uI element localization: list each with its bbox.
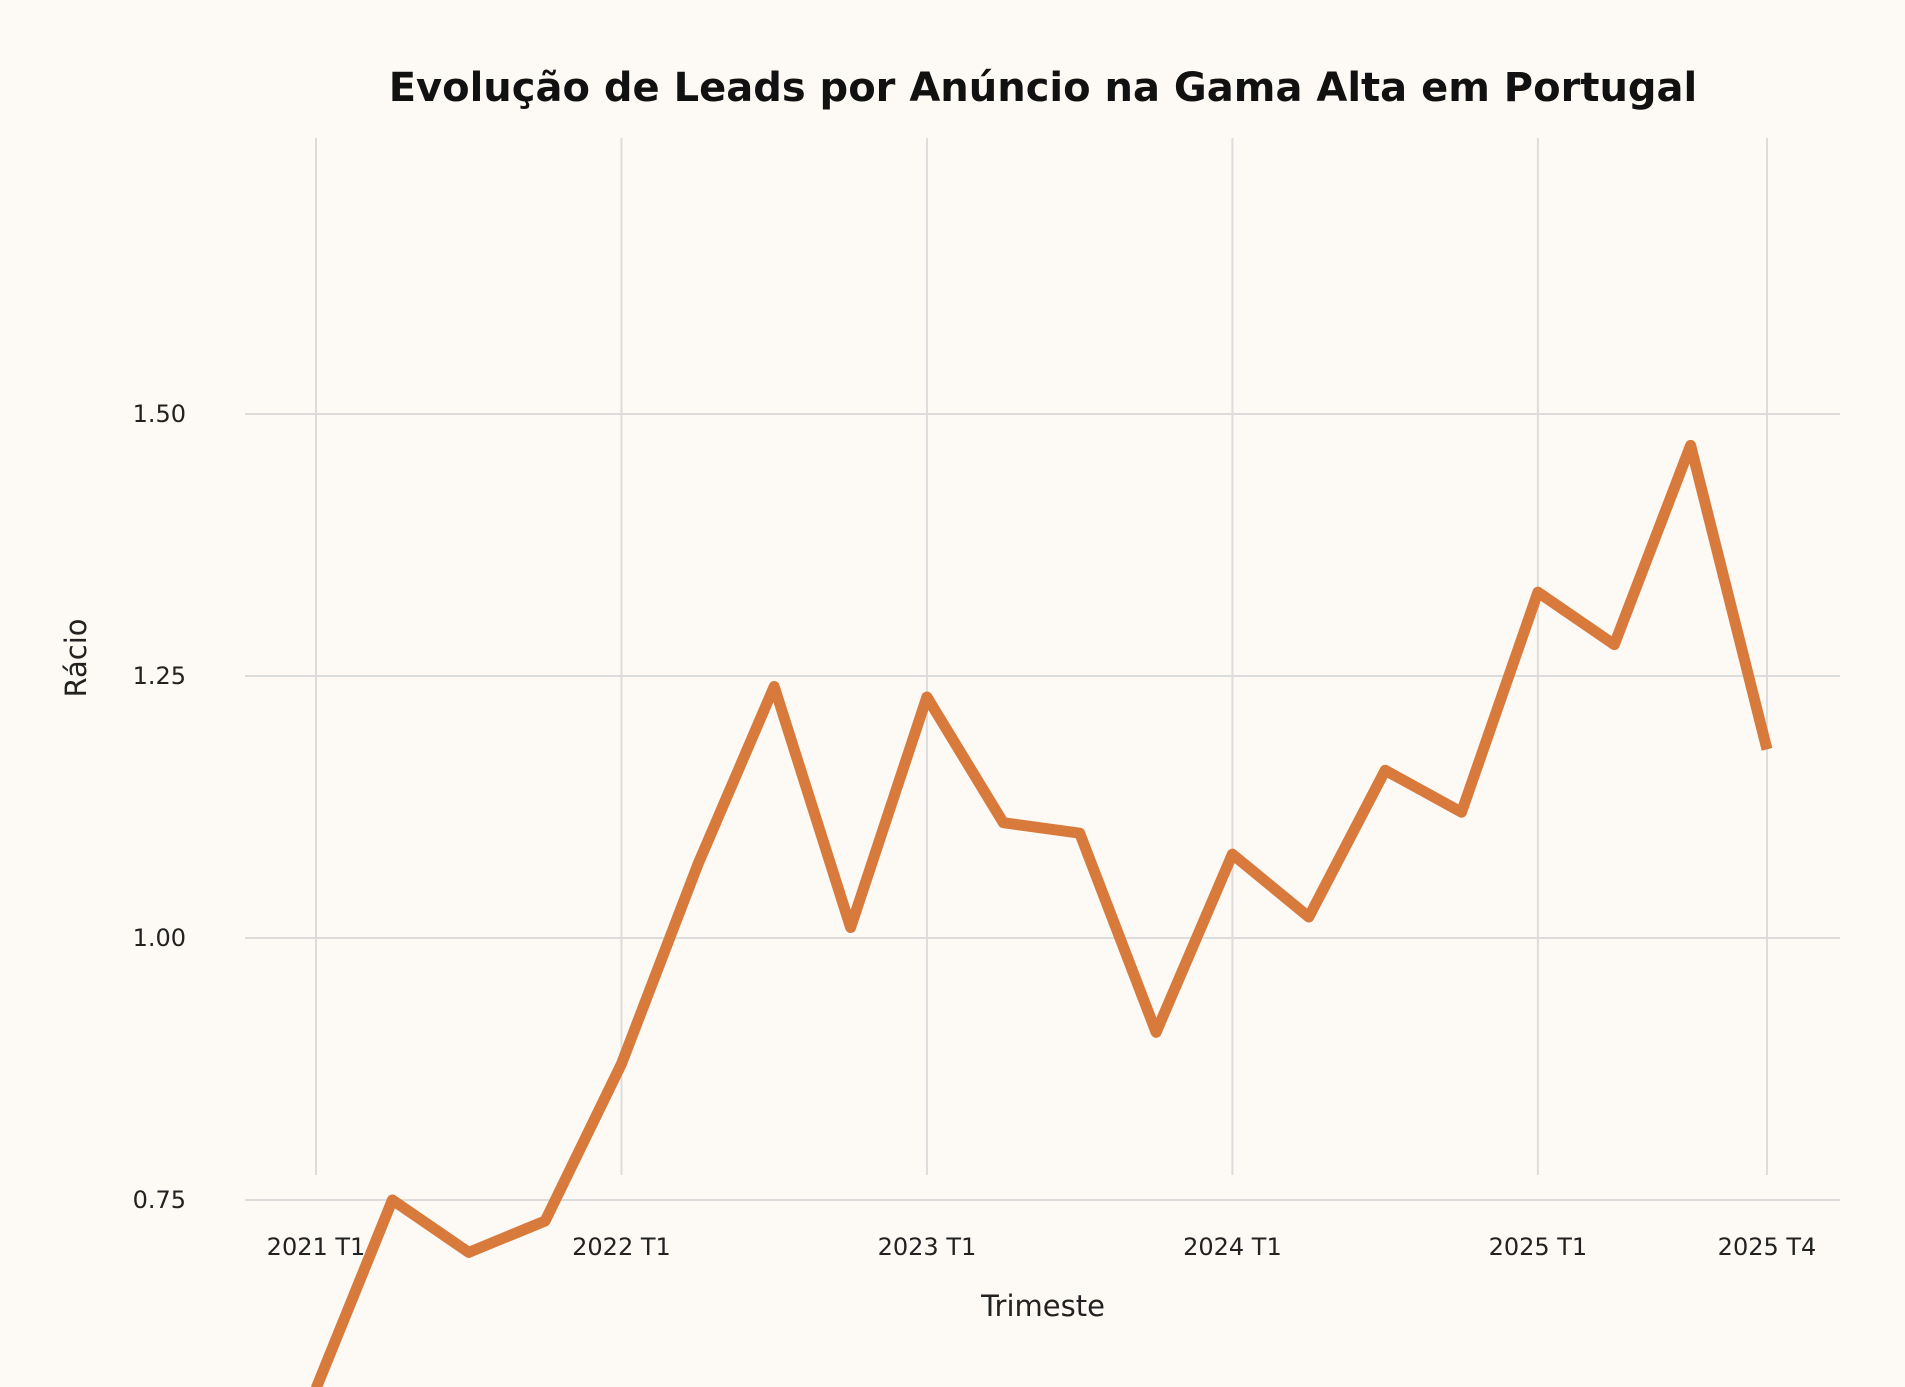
- x-tick-label: 2022 T1: [572, 1233, 671, 1261]
- series-line: [310, 439, 1773, 1387]
- x-axis-label: Trimeste: [980, 1289, 1105, 1323]
- x-tick-label: 2025 T4: [1718, 1233, 1817, 1261]
- y-tick-label: 1.50: [133, 400, 186, 428]
- tick-labels: 0.75 1.00 1.25 1.50 2021 T1 2022 T1 2023 T1 202…: [133, 400, 1817, 1261]
- y-tick-label: 1.00: [133, 924, 186, 952]
- grid: [245, 138, 1840, 1201]
- y-axis-label: Rácio: [59, 618, 93, 697]
- x-tick-label: 2025 T1: [1489, 1233, 1588, 1261]
- series-layer: [310, 439, 1773, 1387]
- x-tick-label: 2024 T1: [1183, 1233, 1282, 1261]
- y-tick-label: 0.75: [133, 1186, 186, 1214]
- y-tick-label: 1.25: [133, 662, 186, 690]
- x-tick-label: 2023 T1: [878, 1233, 977, 1261]
- chart-title: Evolução de Leads por Anúncio na Gama Al…: [389, 65, 1698, 111]
- x-tick-label: 2021 T1: [267, 1233, 366, 1261]
